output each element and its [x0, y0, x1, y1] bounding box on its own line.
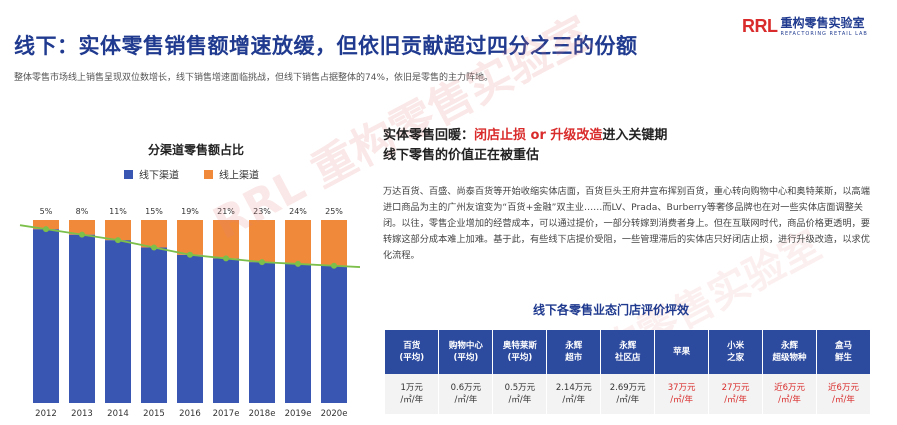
bar-0-7 — [285, 263, 311, 403]
table-cell: 近6万元/㎡/年 — [762, 374, 817, 414]
table-cell: 0.6万元/㎡/年 — [438, 374, 494, 414]
bar-0-0 — [33, 229, 59, 403]
top-label-5: 21% — [217, 207, 235, 216]
legend-label-1: 线上渠道 — [219, 169, 259, 182]
store-efficiency-table: 百货 (平均) 购物中心 (平均) 奥特莱斯 (平均) 永辉 超市 永辉 社区店 苹果 小米 之家 永辉超… — [385, 330, 871, 414]
bar-1-3 — [141, 220, 167, 248]
section-heading-line2: 线下零售的价值正在被重估 — [383, 148, 540, 163]
legend-swatch-1 — [204, 170, 213, 179]
top-label-6: 23% — [253, 207, 271, 216]
table-cell: 1万元/㎡/年 — [385, 374, 440, 414]
trend-point-6 — [259, 259, 265, 266]
logo-cn: 重构零售实验室 — [780, 16, 865, 30]
trend-point-7 — [295, 260, 301, 267]
table-header-cell: 盒马 鲜生 — [816, 330, 871, 374]
bar-1-7 — [285, 220, 311, 264]
table-title: 线下各零售业态门店评价坪效 — [533, 303, 690, 317]
chart-bars — [33, 220, 347, 403]
table-header-cell: 永辉 社区店 — [600, 330, 656, 374]
bar-0-8 — [321, 265, 347, 403]
table-header-cell: 小米 之家 — [708, 330, 764, 374]
x-label-5: 2017e — [213, 409, 240, 419]
x-label-4: 2016 — [179, 409, 201, 419]
brand-logo: RRL 重构零售实验室 REFACTORING RETAIL LAB — [742, 17, 868, 38]
table-cell: 2.69万元/㎡/年 — [600, 374, 656, 414]
bar-1-6 — [249, 220, 275, 263]
chart-trend-line — [19, 224, 361, 269]
bar-0-1 — [69, 234, 95, 403]
bar-1-5 — [213, 220, 239, 259]
legend-swatch-0 — [124, 170, 133, 179]
trend-point-1 — [79, 231, 85, 238]
heading-highlight: 闭店止损 or 升级改造 — [474, 128, 603, 143]
top-label-1: 8% — [76, 207, 89, 216]
bar-0-3 — [141, 247, 167, 403]
table-cell: 0.5万元/㎡/年 — [492, 374, 548, 414]
bar-0-2 — [105, 240, 131, 403]
body-paragraph: 万达百货、百盛、尚泰百货等开始收缩实体店面，百货巨头王府井宣布挥别百货，重心转向… — [383, 186, 870, 261]
chart-legend: 线下渠道 线上渠道 — [124, 169, 259, 182]
table-header-row: 百货 (平均) 购物中心 (平均) 奥特莱斯 (平均) 永辉 超市 永辉 社区店 苹果 小米 之家 永辉超… — [385, 330, 871, 374]
table-cell: 2.14万元/㎡/年 — [546, 374, 602, 414]
legend-label-0: 线下渠道 — [139, 169, 179, 182]
x-label-7: 2019e — [285, 409, 312, 419]
table-header-cell: 永辉 超级物种 — [762, 330, 817, 374]
bar-0-5 — [213, 258, 239, 403]
trend-point-8 — [331, 262, 337, 269]
table-row: 1万元/㎡/年 0.6万元/㎡/年 0.5万元/㎡/年 2.14万元/㎡/年 2.69万… — [385, 374, 871, 414]
top-label-7: 24% — [289, 207, 307, 216]
bar-0-6 — [249, 262, 275, 403]
trend-point-5 — [223, 255, 229, 262]
bar-1-1 — [69, 220, 95, 235]
top-label-3: 15% — [145, 207, 163, 216]
table-cell: 近6万元/㎡/年 — [816, 374, 871, 414]
x-label-8: 2020e — [321, 409, 348, 419]
chart-top-labels: 5% 8% 11% 15% 19% 21% 23% 24% 25% — [40, 207, 344, 216]
section-heading: 实体零售回暖：闭店止损 or 升级改造进入关键期 线下零售的价值正在被重估 — [383, 126, 667, 166]
table-header-cell: 奥特莱斯 (平均) — [492, 330, 548, 374]
bar-1-0 — [33, 220, 59, 230]
logo-en: REFACTORING RETAIL LAB — [780, 31, 868, 37]
trend-point-0 — [43, 226, 49, 233]
bar-0-4 — [177, 254, 203, 403]
x-label-1: 2013 — [71, 409, 93, 419]
trend-point-4 — [187, 251, 193, 258]
x-label-3: 2015 — [143, 409, 165, 419]
bar-1-8 — [321, 220, 347, 266]
x-label-0: 2012 — [35, 409, 57, 419]
bar-1-2 — [105, 220, 131, 241]
channel-share-chart: 分渠道零售额占比 线下渠道 线上渠道 5% 8% 11% 15% 19% 21% 23% 24%… — [19, 142, 361, 419]
top-label-8: 25% — [325, 207, 343, 216]
x-label-6: 2018e — [249, 409, 276, 419]
chart-title: 分渠道零售额占比 — [148, 142, 244, 157]
logo-mark: RRL — [742, 16, 778, 36]
page-title: 线下：实体零售销售额增速放缓，但依旧贡献超过四分之三的份额 — [14, 34, 638, 58]
table-header-cell: 苹果 — [654, 330, 710, 374]
table-header-cell: 百货 (平均) — [385, 330, 440, 374]
trend-point-2 — [115, 237, 121, 244]
page-subtitle: 整体零售市场线上销售呈现双位数增长，线下销售增速面临挑战，但线下销售占据整体的7… — [14, 73, 494, 83]
table-header-cell: 购物中心 (平均) — [438, 330, 494, 374]
top-label-4: 19% — [181, 207, 199, 216]
table-cell: 27万元/㎡/年 — [708, 374, 764, 414]
trend-point-3 — [151, 244, 157, 251]
table-header-cell: 永辉 超市 — [546, 330, 602, 374]
top-label-2: 11% — [109, 207, 127, 216]
section-heading-line1: 实体零售回暖：闭店止损 or 升级改造进入关键期 — [383, 128, 668, 143]
chart-x-labels: 2012 2013 2014 2015 2016 2017e 2018e 2019e 2020e — [35, 409, 347, 419]
table-cell: 37万元/㎡/年 — [654, 374, 710, 414]
bar-1-4 — [177, 220, 203, 255]
x-label-2: 2014 — [107, 409, 129, 419]
logo-text: 重构零售实验室 REFACTORING RETAIL LAB — [781, 17, 868, 38]
top-label-0: 5% — [40, 207, 53, 216]
